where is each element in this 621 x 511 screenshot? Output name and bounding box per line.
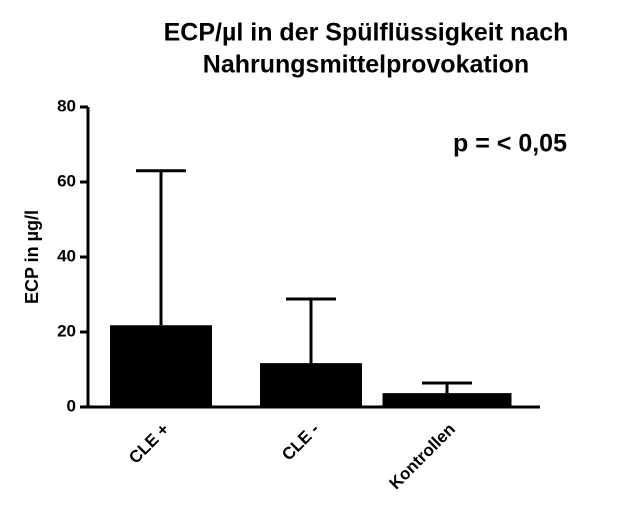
- annotation: p = < 0,05: [453, 130, 567, 158]
- y-tick-label: 60: [57, 171, 76, 190]
- bar: [260, 363, 362, 407]
- y-tick-label: 0: [67, 396, 76, 415]
- y-tick-label: 20: [57, 321, 76, 340]
- y-tick-label: 40: [57, 246, 76, 265]
- y-tick-label: 80: [57, 96, 76, 115]
- bar: [382, 393, 512, 407]
- bar: [110, 325, 212, 407]
- chart-title: ECP/µl in der Spülflüssigkeit nach: [164, 19, 569, 47]
- x-tick-label: Kontrollen: [385, 420, 459, 494]
- x-tick-label: CLE +: [125, 420, 173, 468]
- x-tick-label: CLE -: [278, 420, 323, 465]
- chart-title: Nahrungsmittelprovokation: [203, 51, 529, 79]
- y-axis-label: ECP in µg/l: [22, 210, 42, 304]
